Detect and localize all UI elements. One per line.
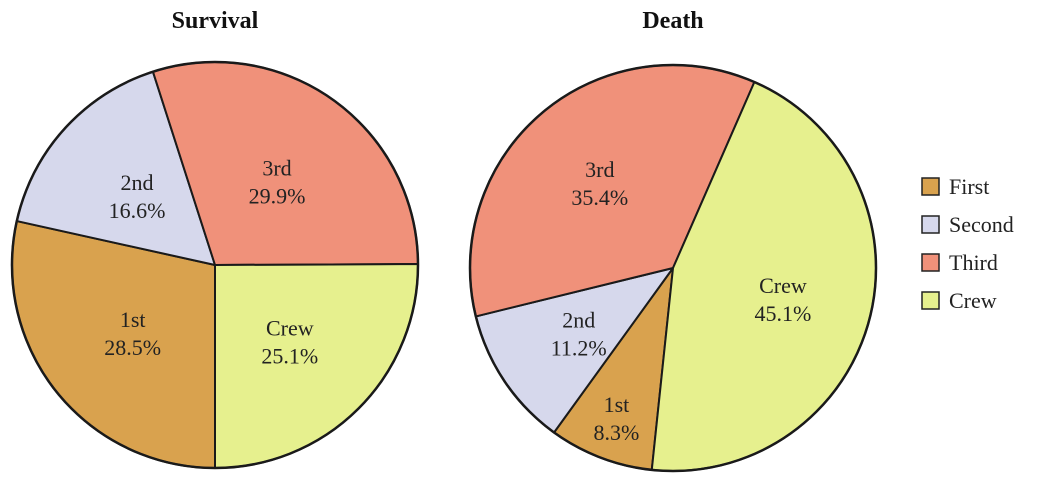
slice-category-label: 3rd — [262, 156, 291, 181]
legend-swatch-third — [921, 253, 940, 272]
pie-outline — [10, 60, 420, 470]
slice-percent-label: 25.1% — [261, 343, 318, 368]
legend-label-second: Second — [949, 212, 1014, 237]
slice-category-label: Crew — [266, 315, 314, 340]
slice-percent-label: 16.6% — [109, 198, 166, 223]
slice-percent-label: 11.2% — [551, 336, 607, 361]
legend-label-crew: Crew — [949, 288, 997, 313]
chart-title: Survival — [172, 8, 259, 34]
slice-category-label: 3rd — [585, 157, 614, 182]
slice-category-label: 2nd — [562, 308, 595, 333]
pie-outline — [468, 63, 878, 473]
slice-category-label: 1st — [120, 307, 146, 332]
legend-label-third: Third — [949, 250, 998, 275]
slice-percent-label: 8.3% — [593, 420, 639, 445]
slice-category-label: 2nd — [120, 170, 153, 195]
slice-percent-label: 35.4% — [571, 185, 628, 210]
legend-label-first: First — [949, 174, 989, 199]
slice-percent-label: 45.1% — [754, 301, 811, 326]
chart-title: Death — [642, 8, 703, 34]
legend-swatch-second — [921, 215, 940, 234]
slice-percent-label: 29.9% — [249, 184, 306, 209]
legend-swatch-first — [921, 177, 940, 196]
slice-percent-label: 28.5% — [104, 335, 161, 360]
slice-category-label: 1st — [604, 392, 630, 417]
slice-category-label: Crew — [759, 273, 807, 298]
legend-swatch-crew — [921, 291, 940, 310]
